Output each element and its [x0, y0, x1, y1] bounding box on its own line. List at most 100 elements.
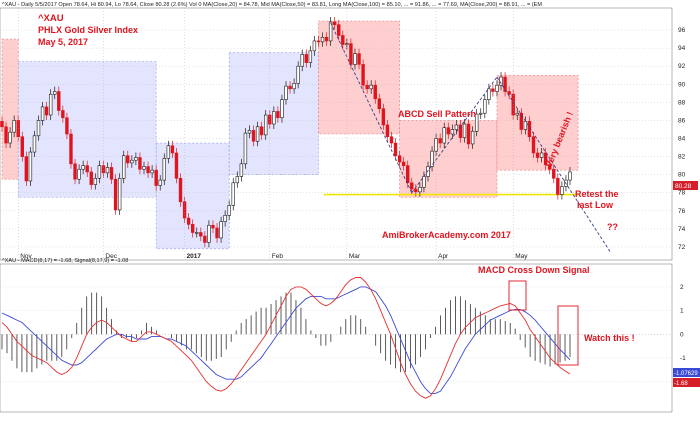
candle-down — [332, 21, 337, 25]
price-tick-label: 94 — [678, 45, 686, 52]
candle — [227, 200, 231, 221]
candle-up — [32, 135, 37, 153]
month-tick-label: Mar — [349, 253, 361, 260]
candle-up — [247, 130, 252, 134]
candle-down — [377, 98, 382, 109]
candle — [539, 148, 544, 163]
candle — [474, 109, 479, 137]
price-tick-label: 86 — [678, 117, 686, 124]
candle-down — [211, 224, 215, 229]
date-label: May 5, 2017 — [38, 37, 88, 47]
candle — [235, 171, 240, 188]
candle-up — [470, 130, 475, 145]
site-label: AmiBrokerAcademy.com 2017 — [382, 230, 511, 240]
candle — [255, 121, 260, 147]
candle-up — [117, 177, 122, 211]
signal-line — [1, 286, 571, 394]
candle — [142, 161, 146, 175]
month-tick-label: Feb — [272, 253, 284, 260]
candle-down — [154, 169, 158, 186]
candle — [389, 131, 394, 149]
candle — [81, 160, 85, 175]
macd-cross-highlight — [508, 280, 527, 311]
candle — [458, 119, 463, 143]
candle-down — [276, 111, 280, 119]
abcd-pattern-label: ABCD Sell Pattern — [398, 109, 476, 119]
candle-down — [24, 156, 29, 182]
candle — [357, 48, 361, 70]
candle-down — [199, 232, 203, 237]
price-tick-label: 84 — [678, 136, 686, 143]
candle — [483, 94, 487, 119]
candle — [499, 72, 503, 91]
candle-down — [20, 136, 24, 157]
candle-up — [239, 163, 244, 177]
candle — [365, 80, 369, 94]
candle-up — [320, 37, 325, 43]
candle-down — [69, 133, 73, 165]
candle-down — [337, 24, 341, 36]
candle-up — [483, 99, 487, 114]
signal-value-text: -1.07629 — [674, 371, 698, 377]
candle-down — [535, 152, 540, 158]
candle-up — [231, 182, 235, 206]
candle — [495, 80, 499, 97]
candle-down — [531, 136, 536, 154]
price-tick-label: 96 — [678, 27, 686, 34]
candle-up — [450, 129, 455, 135]
candle — [239, 158, 244, 182]
macd-tick-label: 2 — [680, 284, 684, 291]
candle-up — [142, 166, 146, 170]
candle-down — [4, 126, 8, 144]
candle — [122, 150, 126, 184]
candle-down — [109, 167, 114, 180]
price-tick-label: 72 — [678, 244, 686, 251]
candle-up — [523, 121, 528, 130]
month-tick-label: Nov — [20, 253, 32, 260]
candle-down — [288, 85, 292, 90]
candle — [397, 150, 402, 167]
candle — [0, 116, 4, 132]
ticker-label: ^XAU — [38, 13, 64, 24]
candle — [487, 83, 491, 105]
candle-up — [474, 113, 479, 132]
candle-down — [393, 142, 398, 156]
candle — [195, 227, 199, 238]
candle — [316, 35, 321, 47]
candle-up — [97, 165, 102, 179]
candle — [40, 101, 45, 126]
candle — [251, 125, 256, 147]
candle-down — [215, 227, 219, 239]
candle-down — [381, 108, 386, 126]
candle — [73, 158, 77, 185]
candle-up — [77, 168, 81, 180]
candle — [4, 121, 8, 149]
candle-up — [300, 54, 304, 67]
candle-up — [235, 176, 240, 184]
candle — [332, 16, 337, 30]
candle — [560, 181, 564, 200]
candle-down — [324, 37, 329, 42]
candle — [69, 129, 73, 169]
candle-down — [85, 165, 89, 173]
candle-down — [44, 106, 49, 116]
candle-up — [219, 221, 223, 239]
candle — [20, 131, 24, 162]
last-close-badge — [673, 181, 698, 190]
candle — [223, 210, 227, 227]
candle — [36, 115, 41, 141]
candle — [207, 220, 211, 248]
candle — [556, 173, 560, 200]
candle — [296, 61, 300, 89]
candle — [154, 165, 158, 191]
candle-down — [410, 182, 414, 190]
candle-up — [560, 186, 564, 195]
candle-up — [280, 99, 284, 119]
candle-down — [146, 166, 150, 174]
candle-down — [304, 54, 308, 63]
candle — [450, 124, 455, 139]
candle-down — [385, 124, 390, 138]
candle-down — [341, 35, 345, 45]
watch-label: Watch this ! — [584, 333, 635, 343]
